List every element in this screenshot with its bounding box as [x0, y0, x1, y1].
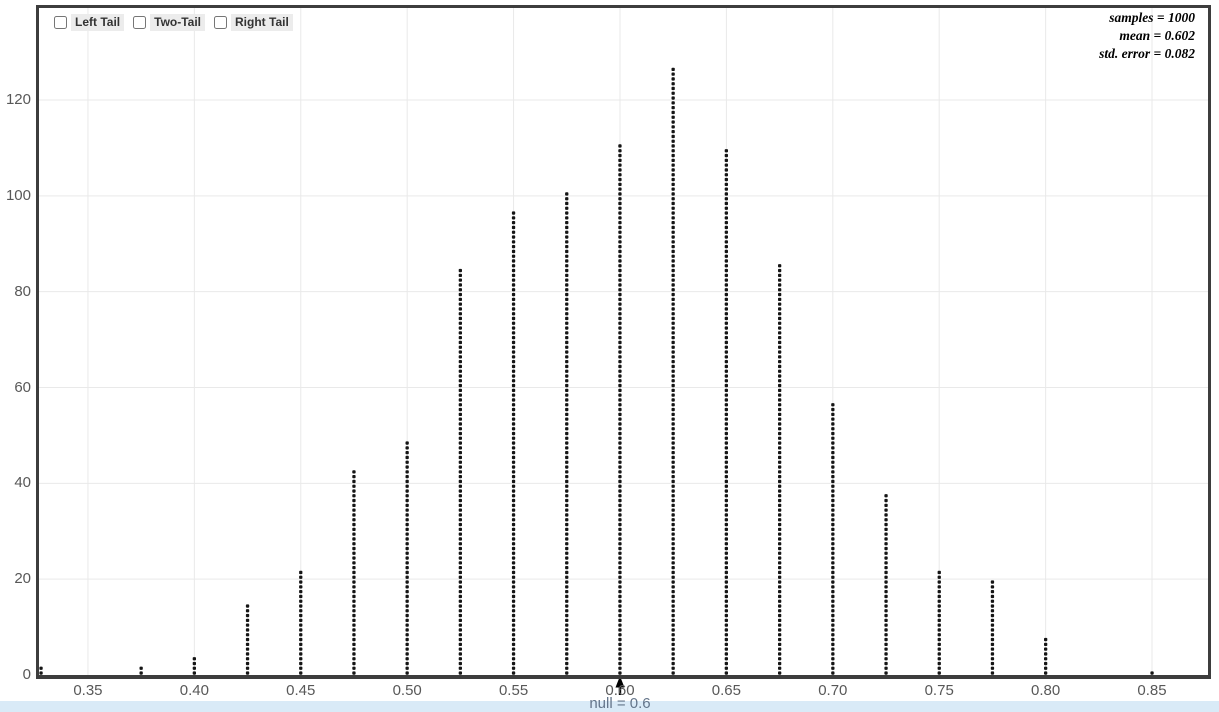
x-tick-label: 0.45 [286, 682, 316, 699]
tail-controls: Left Tail Two-Tail Right Tail [54, 14, 293, 31]
x-tick-label: 0.80 [1031, 682, 1061, 699]
dot-column [671, 67, 675, 675]
dot-column [778, 264, 782, 675]
y-tick-label: 80 [14, 282, 31, 300]
two-tail-checkbox[interactable] [133, 16, 147, 29]
two-tail-label: Two-Tail [150, 14, 206, 31]
dot-column [245, 604, 250, 675]
dot-column [299, 570, 303, 675]
x-tick-label: 0.55 [498, 682, 529, 699]
y-tick-label: 40 [14, 474, 31, 492]
dot-column [565, 192, 569, 675]
bottom-strip [0, 701, 1219, 712]
x-tick-label: 0.85 [1137, 682, 1167, 699]
dot-column [1044, 637, 1048, 675]
left-tail-option[interactable]: Left Tail [54, 14, 125, 31]
dot-column [618, 144, 622, 675]
x-tick-label: 0.40 [179, 682, 209, 699]
y-tick-label: 0 [22, 666, 31, 683]
dot-column [39, 666, 43, 675]
x-tick-label: 0.50 [392, 682, 422, 699]
dot-column [139, 666, 143, 675]
stats-mean: mean = 0.602 [1119, 28, 1195, 43]
two-tail-option[interactable]: Two-Tail [133, 14, 206, 31]
right-tail-option[interactable]: Right Tail [214, 14, 293, 31]
x-tick-label: 0.35 [73, 682, 103, 699]
x-tick-label: 0.60 [605, 682, 635, 699]
dot-column [937, 570, 941, 675]
y-tick-label: 60 [14, 378, 31, 396]
x-tick-label: 0.65 [711, 682, 741, 699]
left-tail-checkbox[interactable] [54, 16, 67, 29]
x-tick-label: 0.75 [924, 682, 954, 699]
dot-column [884, 494, 888, 675]
dot-column [831, 403, 835, 675]
dot-column [352, 470, 356, 675]
y-tick-label: 120 [5, 91, 31, 108]
right-tail-label: Right Tail [231, 14, 293, 31]
left-tail-label: Left Tail [71, 14, 125, 31]
y-tick-label: 20 [14, 570, 31, 588]
dot-column [192, 657, 196, 675]
right-tail-checkbox[interactable] [214, 16, 228, 29]
dot-column [1150, 671, 1154, 675]
stats-panel: samples = 1000 mean = 0.602 std. error =… [1099, 9, 1195, 63]
stats-samples: samples = 1000 [1109, 10, 1195, 25]
null-marker-icon [615, 676, 625, 695]
dot-column [511, 211, 516, 675]
dot-column [405, 441, 409, 675]
x-tick-label: 0.70 [818, 682, 848, 699]
dot-column [990, 580, 995, 675]
dot-column [458, 268, 462, 675]
dot-column [724, 149, 728, 675]
null-value-label: null = 0.6 [589, 695, 651, 712]
stats-std-error: std. error = 0.082 [1099, 46, 1195, 61]
y-tick-label: 100 [5, 186, 31, 204]
